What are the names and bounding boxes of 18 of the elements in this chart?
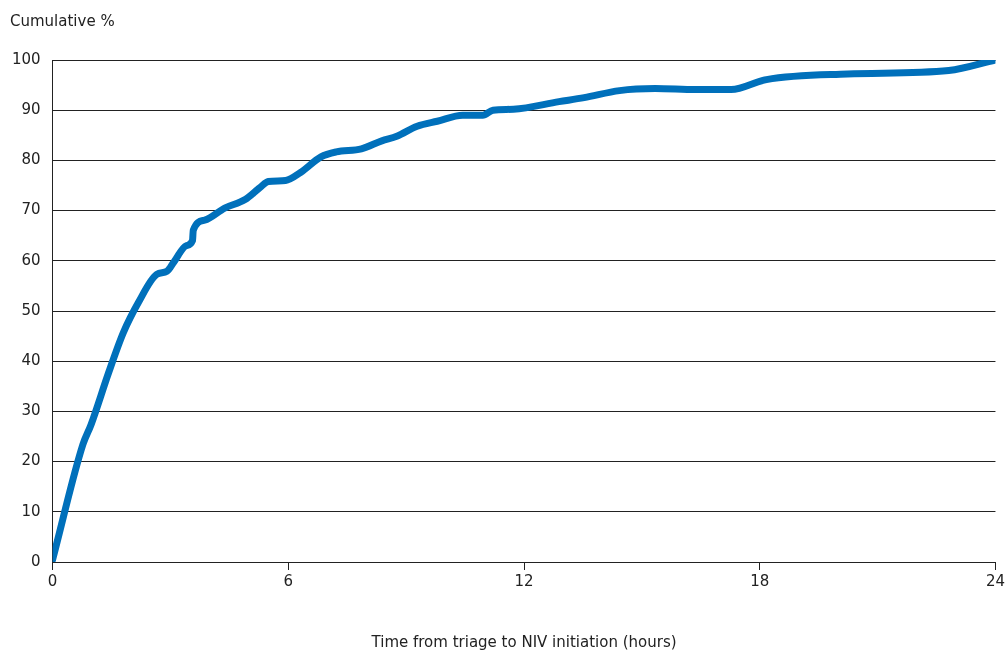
y-tick-label: 10: [21, 501, 41, 520]
x-axis-title: Time from triage to NIV initiation (hours): [370, 632, 677, 651]
x-tick-label: 12: [514, 571, 534, 590]
y-tick-label: 30: [21, 401, 41, 420]
y-axis-title: Cumulative %: [10, 11, 115, 30]
y-tick-label: 50: [21, 300, 41, 319]
y-tick-label: 90: [21, 100, 41, 119]
x-tick-label: 24: [985, 571, 1005, 590]
y-tick-label: 40: [21, 351, 41, 370]
y-tick-label: 80: [21, 150, 41, 169]
y-tick-label: 70: [21, 200, 41, 219]
y-tick-label: 100: [11, 49, 41, 68]
y-tick-label: 0: [31, 551, 41, 570]
y-tick-label: 60: [21, 250, 41, 269]
y-tick-label: 20: [21, 451, 41, 470]
x-tick-label: 6: [283, 571, 294, 590]
x-tick-label: 18: [750, 571, 770, 590]
x-tick-label: 0: [47, 571, 58, 590]
